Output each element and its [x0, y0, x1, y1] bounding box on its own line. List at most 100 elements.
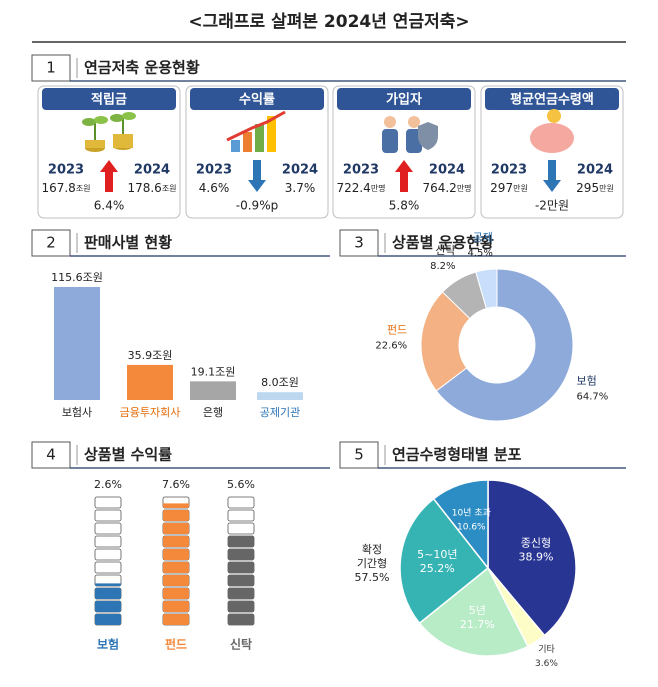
leaf: [82, 118, 96, 126]
bar-category-label: 은행: [203, 406, 223, 419]
card-value-number: 722.4: [336, 181, 370, 195]
card-year: 2023: [343, 163, 379, 178]
block-fill: [163, 503, 189, 625]
section-number: 2: [46, 234, 56, 252]
card: [37, 85, 181, 219]
card-value-unit: 만명: [371, 183, 386, 193]
card-header: [337, 88, 471, 110]
card-icon: [226, 110, 286, 152]
pie-value-label: 21.7%: [460, 618, 495, 631]
section-number-box: [31, 54, 71, 82]
card-title: 수익률: [239, 92, 275, 108]
card-icon: [82, 112, 136, 152]
card-change: 5.8%: [389, 199, 420, 213]
card-value-unit: 만원: [599, 184, 614, 193]
block-fill: [95, 583, 121, 625]
block-cell: [94, 496, 122, 509]
card-year: 2024: [577, 163, 613, 178]
section-number: 3: [354, 234, 364, 252]
pie-value-label: 10.6%: [457, 522, 486, 532]
bar: [127, 364, 173, 400]
block-cell: [94, 535, 122, 548]
block-cell: [94, 548, 122, 561]
change-arrow: [543, 160, 561, 192]
body: [382, 129, 398, 153]
card-value-number: 297: [490, 181, 513, 195]
annotation-value: 57.5%: [355, 571, 390, 584]
section-number-box: [339, 229, 379, 257]
card-value: 167.8조원: [41, 181, 90, 195]
card-value: 764.2만명: [422, 181, 471, 195]
piggy: [530, 123, 574, 153]
leaf: [110, 114, 124, 122]
leaf: [122, 112, 136, 120]
bar: [257, 392, 303, 400]
section-number: 4: [46, 446, 56, 464]
card-value-number: 4.6%: [199, 181, 230, 195]
page-title: <그래프로 살펴본 2024년 연금저축>: [188, 12, 469, 32]
card-year: 2023: [491, 163, 527, 178]
pie-slice: [487, 479, 577, 637]
pie-category-label: 5~10년: [417, 548, 457, 561]
block-cell: [94, 522, 122, 535]
block-fill: [228, 535, 254, 625]
section-title: 상품별 운용현황: [392, 234, 494, 252]
card-year: 2023: [196, 163, 232, 178]
bar-category-label: 금융투자회사: [120, 406, 181, 419]
change-arrow: [100, 160, 118, 192]
block-category-label: 신탁: [230, 637, 252, 652]
head: [408, 116, 420, 128]
card-value: 178.6조원: [127, 181, 176, 195]
pie-value-label: 25.2%: [420, 562, 455, 575]
bar-category-label: 공제기관: [260, 406, 300, 419]
block-value-label: 5.6%: [227, 478, 255, 491]
change-arrow: [248, 160, 266, 192]
coin-stack: [113, 134, 133, 148]
icon-bar: [255, 124, 264, 152]
bar: [190, 381, 236, 400]
block-cell: [94, 561, 122, 574]
donut-category-label: 펀드: [387, 324, 407, 337]
block-cell: [94, 509, 122, 522]
annotation-line: 기간형: [357, 557, 387, 570]
donut-slice: [475, 268, 498, 310]
card-header: [190, 88, 324, 110]
pie-slice: [432, 479, 489, 571]
change-arrow: [395, 160, 413, 192]
bar-value-label: 35.9조원: [128, 349, 173, 362]
card-header: [42, 88, 176, 110]
card: [332, 85, 476, 219]
card-value-unit: 조원: [162, 184, 177, 193]
card-value: 722.4만명: [336, 181, 385, 195]
card-year: 2023: [48, 163, 84, 178]
block-cell: [227, 522, 255, 535]
bar-value-label: 19.1조원: [191, 365, 236, 378]
donut-category-label: 공제: [473, 231, 493, 244]
section-number-box: [339, 441, 379, 469]
pie-slice: [418, 566, 529, 657]
block-cell: [227, 496, 255, 509]
pie-category-label: 종신형: [521, 537, 551, 550]
pie-value-label: 38.9%: [518, 551, 553, 564]
annotation-line: 확정: [362, 543, 382, 556]
card-year: 2024: [282, 163, 318, 178]
card-change: 6.4%: [94, 199, 125, 213]
card-value-unit: 만원: [513, 184, 528, 193]
card-value: 297만원: [490, 181, 528, 195]
card-value-number: 178.6: [127, 181, 161, 195]
card-title: 적립금: [91, 92, 127, 108]
donut-slice: [435, 268, 574, 422]
card-value-number: 295: [576, 181, 599, 195]
pie-category-label: 5년: [469, 604, 486, 617]
card-value-number: 3.7%: [285, 181, 316, 195]
pie-category-label: 10년 초과: [452, 507, 491, 518]
donut-category-label: 보험: [577, 375, 597, 388]
section-number: 5: [354, 446, 364, 464]
bar-category-label: 보험사: [62, 406, 92, 419]
card-year: 2024: [134, 163, 170, 178]
card-title: 가입자: [386, 93, 422, 108]
head: [384, 116, 396, 128]
section-title: 판매사별 현황: [84, 234, 172, 252]
donut-value-label: 4.5%: [468, 248, 493, 259]
bar-value-label: 8.0조원: [261, 376, 299, 389]
